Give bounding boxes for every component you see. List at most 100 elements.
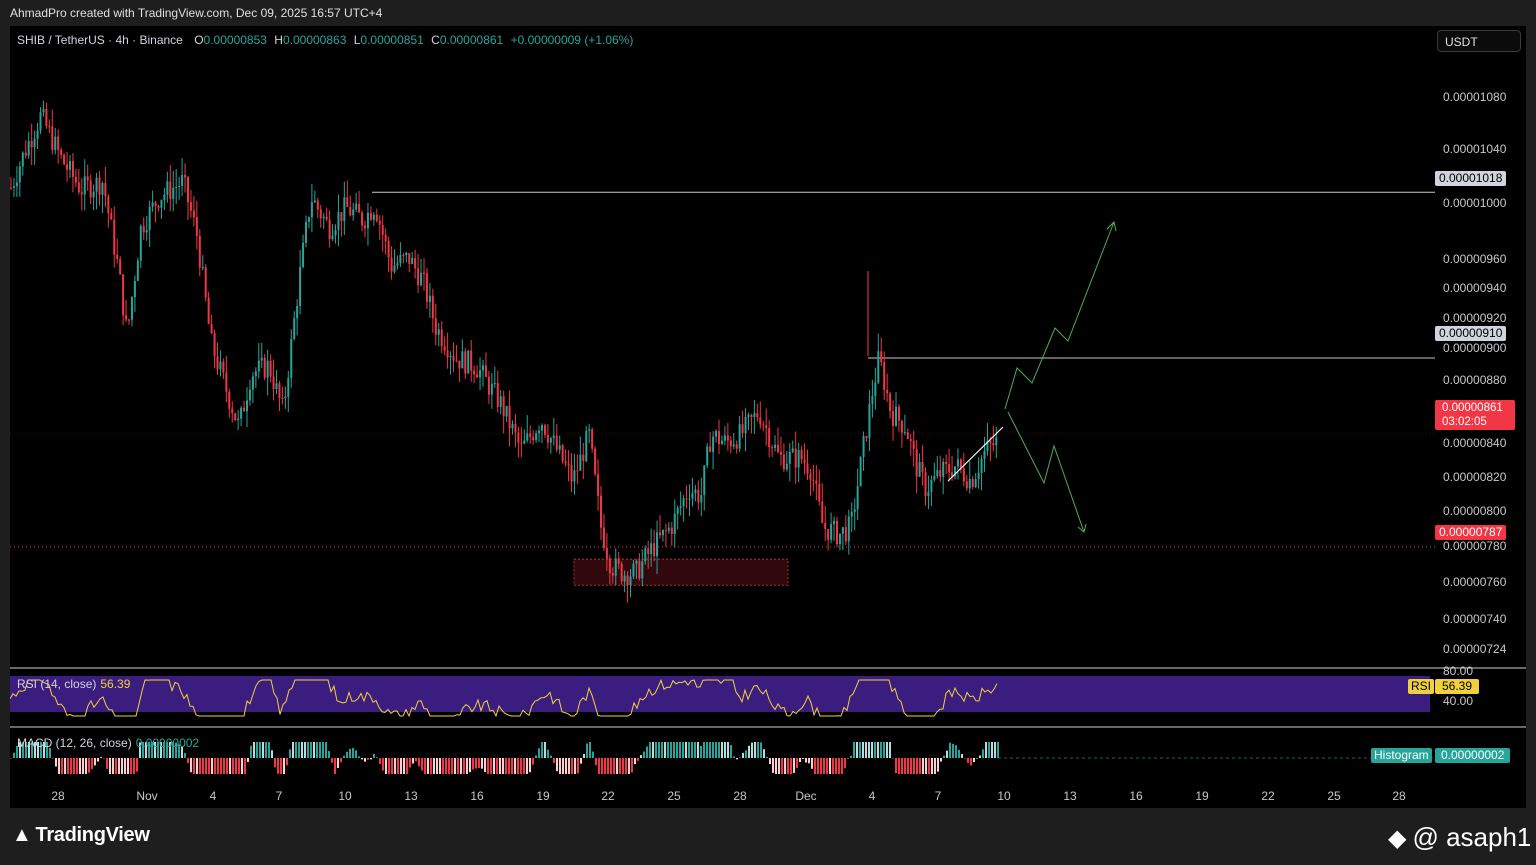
macd-histogram-bar [13, 752, 15, 758]
macd-histogram-bar [943, 755, 945, 758]
candle-down [591, 429, 594, 449]
macd-histogram-bar [862, 742, 864, 758]
macd-histogram-bar [505, 758, 507, 774]
macd-title[interactable]: MACD (12, 26, close) [17, 736, 132, 750]
candle-up [541, 425, 543, 431]
candle-up [656, 532, 659, 557]
macd-histogram-bar [73, 758, 75, 774]
candle-up [903, 432, 906, 434]
rsi-title[interactable]: RSI (14, close) [17, 677, 97, 691]
macd-histogram-bar [637, 758, 639, 761]
candle-up [552, 435, 555, 439]
candle-down [800, 449, 803, 460]
macd-histogram-bar [301, 742, 303, 758]
candle-down [225, 372, 228, 392]
macd-histogram-bar [199, 758, 201, 774]
candle-down [759, 417, 762, 425]
rsi-tag-name: RSI [1408, 679, 1435, 694]
macd-histogram-bar [280, 758, 282, 774]
candle-down [116, 254, 119, 260]
resistance-high-tag[interactable]: 0.00001018 [1435, 171, 1507, 186]
candle-down [387, 241, 390, 258]
candle-up [36, 130, 39, 139]
macd-histogram-bar [196, 758, 198, 774]
candle-down [86, 176, 89, 181]
candle-down [602, 527, 605, 549]
macd-histogram-bar [274, 758, 276, 768]
candle-up [830, 524, 833, 540]
candle-up [246, 400, 248, 412]
candle-down [685, 498, 688, 500]
macd-histogram-bar [646, 746, 648, 758]
macd-histogram-bar [394, 758, 396, 774]
macd-histogram-bar [424, 758, 426, 774]
macd-histogram-bar [874, 742, 876, 758]
candle-up [83, 176, 86, 195]
candle-up [151, 202, 154, 207]
candle-down [446, 350, 449, 358]
macd-histogram-bar [595, 758, 597, 766]
macd-histogram-bar [235, 758, 237, 774]
macd-histogram-bar [745, 750, 747, 758]
macd-histogram-bar [373, 753, 375, 758]
macd-histogram-bar [991, 742, 993, 758]
support-tag[interactable]: 0.00000787 [1435, 525, 1507, 540]
macd-histogram-bar [25, 742, 27, 758]
candle-down [965, 481, 968, 489]
histogram-tag-value: 0.00000002 [1435, 748, 1511, 763]
macd-histogram-bar [793, 758, 795, 773]
candle-up [676, 507, 679, 514]
candle-down [473, 370, 476, 375]
macd-histogram-bar [613, 758, 615, 774]
candle-down [959, 459, 962, 469]
macd-histogram-bar [571, 758, 573, 774]
macd-histogram-bar [106, 758, 108, 769]
resistance-mid-tag[interactable]: 0.00000910 [1435, 326, 1507, 341]
macd-histogram-bar [316, 742, 318, 758]
candle-down [900, 420, 903, 433]
main-chart-svg[interactable] [10, 26, 1526, 808]
macd-histogram-bar [232, 758, 234, 774]
macd-histogram-bar [103, 758, 105, 759]
candle-down [443, 346, 446, 351]
macd-histogram-bar [868, 742, 870, 758]
candle-up [101, 183, 104, 195]
macd-histogram-bar [355, 750, 357, 758]
tradingview-logo[interactable]: ▲ TradingView [12, 824, 150, 847]
macd-histogram-bar [844, 758, 846, 769]
macd-histogram-bar [622, 758, 624, 774]
candle-down [269, 360, 272, 377]
macd-histogram-bar [361, 758, 363, 760]
macd-histogram-bar [157, 742, 159, 758]
symbol-title[interactable]: SHIB / TetherUS · 4h · Binance [17, 33, 183, 47]
candle-down [440, 329, 443, 347]
macd-histogram-bar [127, 758, 129, 774]
macd-histogram-bar [160, 742, 162, 758]
currency-selector[interactable]: USDT [1437, 30, 1521, 52]
macd-histogram-bar [976, 758, 978, 759]
macd-histogram-bar [700, 745, 702, 758]
chart-area[interactable]: USDT [10, 26, 1526, 808]
macd-histogram-bar [304, 742, 306, 758]
candle-down [154, 202, 157, 207]
macd-histogram-bar [889, 742, 891, 758]
candle-up [895, 406, 897, 426]
candle-down [520, 442, 523, 444]
macd-histogram-bar [292, 742, 294, 758]
macd-histogram-bar [307, 742, 309, 758]
macd-histogram-bar [79, 758, 81, 774]
macd-histogram-bar [202, 758, 204, 774]
macd-histogram-bar [658, 742, 660, 758]
candle-up [296, 305, 299, 319]
candle-up [15, 182, 18, 187]
macd-histogram-bar [619, 758, 621, 774]
candle-down [517, 432, 520, 443]
candle-down [263, 357, 266, 378]
candle-down [184, 174, 187, 178]
time-tick: 7 [275, 789, 283, 803]
candle-up [355, 203, 358, 210]
macd-histogram-bar [214, 758, 216, 774]
macd-histogram-bar [718, 742, 720, 758]
macd-histogram-bar [730, 744, 732, 758]
candle-up [181, 174, 184, 186]
